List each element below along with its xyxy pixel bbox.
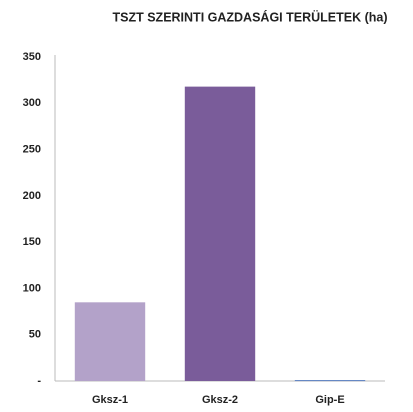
y-tick-label: 100 [23, 282, 41, 294]
y-tick-label: 300 [23, 97, 41, 109]
y-tick-label: 150 [23, 236, 41, 248]
bar [74, 302, 146, 381]
y-tick-label: - [37, 375, 41, 387]
x-tick-label: Gksz-2 [202, 394, 238, 406]
y-tick-label: 250 [23, 143, 41, 155]
x-tick-label: Gip-E [315, 394, 344, 406]
y-tick-label: 350 [23, 51, 41, 63]
bar [294, 380, 366, 382]
bar [184, 86, 256, 381]
y-tick-label: 200 [23, 190, 41, 202]
chart-title: TSZT SZERINTI GAZDASÁGI TERÜLETEK (ha) [113, 9, 388, 24]
x-tick-label: Gksz-1 [92, 394, 128, 406]
y-tick-label: 50 [29, 329, 41, 341]
